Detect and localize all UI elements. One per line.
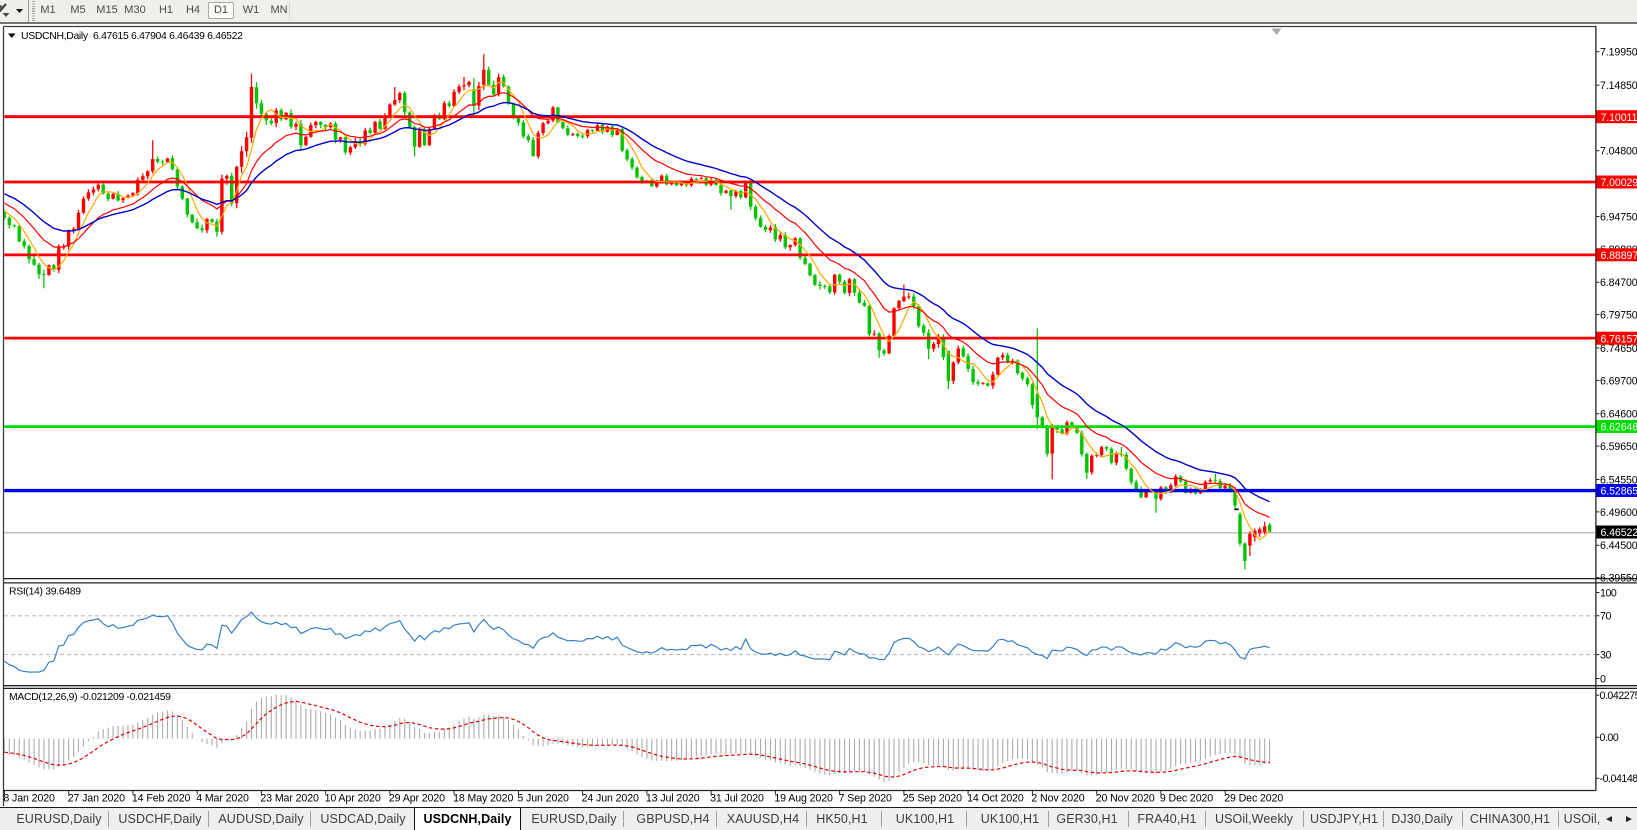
svg-text:6.39550: 6.39550 (1600, 573, 1637, 585)
svg-text:20 Nov 2020: 20 Nov 2020 (1096, 793, 1155, 805)
svg-text:6.59650: 6.59650 (1600, 441, 1637, 453)
svg-text:5 Jun 2020: 5 Jun 2020 (517, 793, 569, 805)
svg-text:6.64600: 6.64600 (1600, 409, 1637, 421)
svg-text:6.79750: 6.79750 (1600, 310, 1637, 322)
svg-text:24 Jun 2020: 24 Jun 2020 (582, 793, 639, 805)
svg-text:13 Jul 2020: 13 Jul 2020 (646, 793, 700, 805)
svg-text:0.042275: 0.042275 (1600, 690, 1637, 702)
svg-text:6.49600: 6.49600 (1600, 507, 1637, 519)
svg-text:USDCNH,Daily 6.47615 6.47904: USDCNH,Daily 6.47615 6.47904 6.46439 6.4… (21, 31, 243, 42)
svg-text:7.14850: 7.14850 (1600, 80, 1637, 92)
svg-text:7.10011: 7.10011 (1601, 112, 1637, 124)
svg-text:9 Dec 2020: 9 Dec 2020 (1160, 793, 1213, 805)
svg-text:6.74650: 6.74650 (1600, 343, 1637, 355)
svg-text:6.88897: 6.88897 (1601, 250, 1637, 262)
svg-text:7.04800: 7.04800 (1600, 146, 1637, 158)
svg-text:7 Sep 2020: 7 Sep 2020 (839, 793, 892, 805)
svg-text:0.00: 0.00 (1600, 732, 1619, 744)
svg-text:19 Aug 2020: 19 Aug 2020 (774, 793, 833, 805)
svg-text:31 Jul 2020: 31 Jul 2020 (710, 793, 764, 805)
svg-text:MACD(12,26,9) -0.021209 -0.021: MACD(12,26,9) -0.021209 -0.021459 (9, 692, 171, 703)
svg-text:25 Sep 2020: 25 Sep 2020 (903, 793, 962, 805)
svg-text:6.44500: 6.44500 (1600, 540, 1637, 552)
svg-text:-0.04148: -0.04148 (1600, 773, 1637, 785)
svg-text:6.52865: 6.52865 (1601, 486, 1637, 498)
svg-text:6.76157: 6.76157 (1601, 333, 1637, 345)
svg-text:RSI(14) 39.6489: RSI(14) 39.6489 (9, 587, 81, 598)
svg-text:14 Feb 2020: 14 Feb 2020 (132, 793, 191, 805)
svg-text:6.62646: 6.62646 (1601, 422, 1637, 434)
svg-text:70: 70 (1600, 611, 1611, 623)
svg-text:6.69700: 6.69700 (1600, 375, 1637, 387)
svg-text:14 Oct 2020: 14 Oct 2020 (967, 793, 1024, 805)
svg-text:7.00029: 7.00029 (1601, 177, 1637, 189)
svg-text:4 Mar 2020: 4 Mar 2020 (196, 793, 249, 805)
svg-text:7.19950: 7.19950 (1600, 47, 1637, 59)
svg-text:29 Apr 2020: 29 Apr 2020 (389, 793, 445, 805)
svg-text:6.84700: 6.84700 (1600, 277, 1637, 289)
svg-text:6.94750: 6.94750 (1600, 211, 1637, 223)
svg-text:8 Jan 2020: 8 Jan 2020 (3, 793, 55, 805)
svg-text:2 Nov 2020: 2 Nov 2020 (1031, 793, 1084, 805)
svg-text:30: 30 (1600, 650, 1611, 662)
svg-text:6.46522: 6.46522 (1601, 527, 1637, 539)
svg-text:23 Mar 2020: 23 Mar 2020 (260, 793, 319, 805)
svg-text:6.54550: 6.54550 (1600, 474, 1637, 486)
svg-text:0: 0 (1600, 673, 1606, 685)
svg-text:27 Jan 2020: 27 Jan 2020 (68, 793, 125, 805)
svg-text:18 May 2020: 18 May 2020 (453, 793, 513, 805)
svg-text:10 Apr 2020: 10 Apr 2020 (325, 793, 381, 805)
svg-text:29 Dec 2020: 29 Dec 2020 (1224, 793, 1283, 805)
svg-text:100: 100 (1600, 587, 1617, 599)
